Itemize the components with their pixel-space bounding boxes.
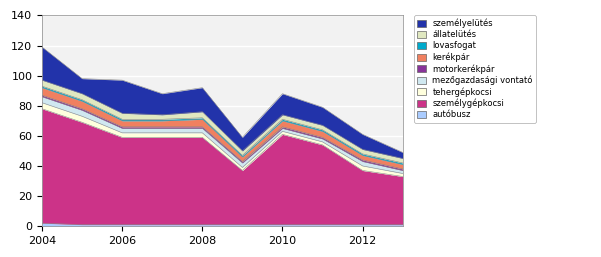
Legend: személyelütés, állatelütés, lovasfogat, kerékpár, motorkerékpár, mezőgazdasági v: személyelütés, állatelütés, lovasfogat, … [414, 15, 536, 123]
